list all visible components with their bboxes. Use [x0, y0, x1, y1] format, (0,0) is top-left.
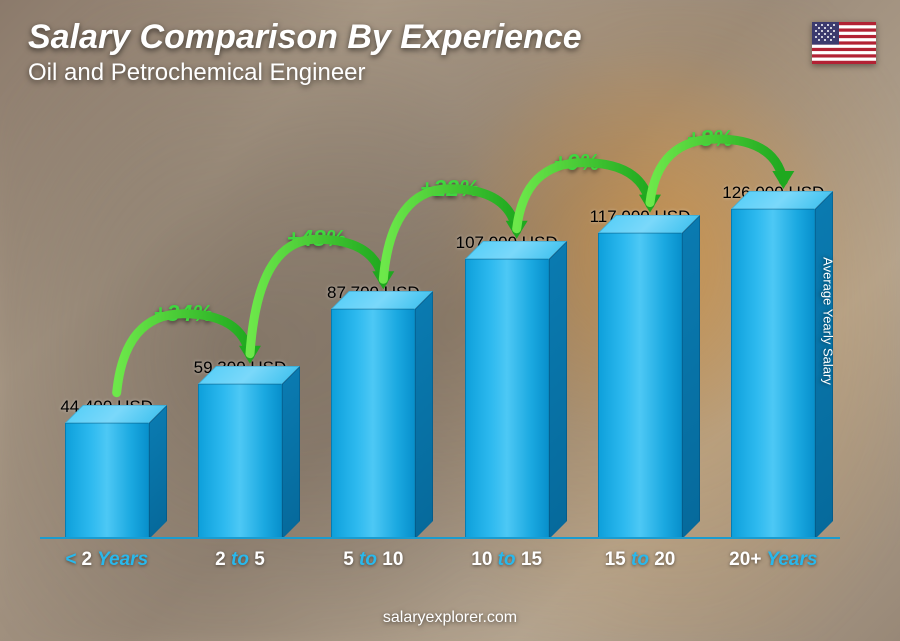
bar-chart: 44,400 USD< 2 Years59,300 USD2 to 587,70… — [40, 120, 840, 571]
increase-label: +34% — [153, 300, 212, 327]
increase-label: +9% — [553, 149, 600, 176]
bar-slot: 59,300 USD2 to 5 — [173, 120, 306, 539]
bar — [331, 309, 415, 539]
bar-category-label: 5 to 10 — [343, 549, 403, 571]
bar — [465, 259, 549, 539]
country-flag-icon — [812, 22, 876, 64]
increase-label: +8% — [687, 125, 734, 152]
chart-subtitle: Oil and Petrochemical Engineer — [28, 59, 582, 87]
header: Salary Comparison By Experience Oil and … — [28, 18, 582, 87]
bar-category-label: 15 to 20 — [605, 549, 676, 571]
chart-title: Salary Comparison By Experience — [28, 18, 582, 57]
bar-category-label: 10 to 15 — [471, 549, 542, 571]
bar-slot: 117,000 USD15 to 20 — [573, 120, 706, 539]
bar-category-label: 2 to 5 — [215, 549, 265, 571]
bar-slot: 44,400 USD< 2 Years — [40, 120, 173, 539]
y-axis-label: Average Yearly Salary — [821, 257, 836, 385]
bar — [731, 209, 815, 539]
chart-baseline — [40, 537, 840, 539]
bar-category-label: < 2 Years — [65, 549, 148, 571]
increase-label: +48% — [287, 225, 346, 252]
footer-credit: salaryexplorer.com — [0, 609, 900, 627]
bar — [598, 233, 682, 539]
bar — [198, 384, 282, 539]
bar-category-label: 20+ Years — [729, 549, 817, 571]
bar — [65, 423, 149, 539]
increase-label: +22% — [420, 175, 479, 202]
